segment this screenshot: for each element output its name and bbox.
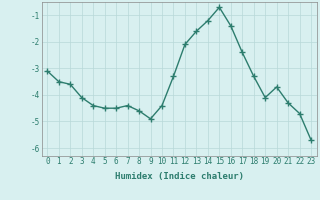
X-axis label: Humidex (Indice chaleur): Humidex (Indice chaleur) (115, 172, 244, 181)
